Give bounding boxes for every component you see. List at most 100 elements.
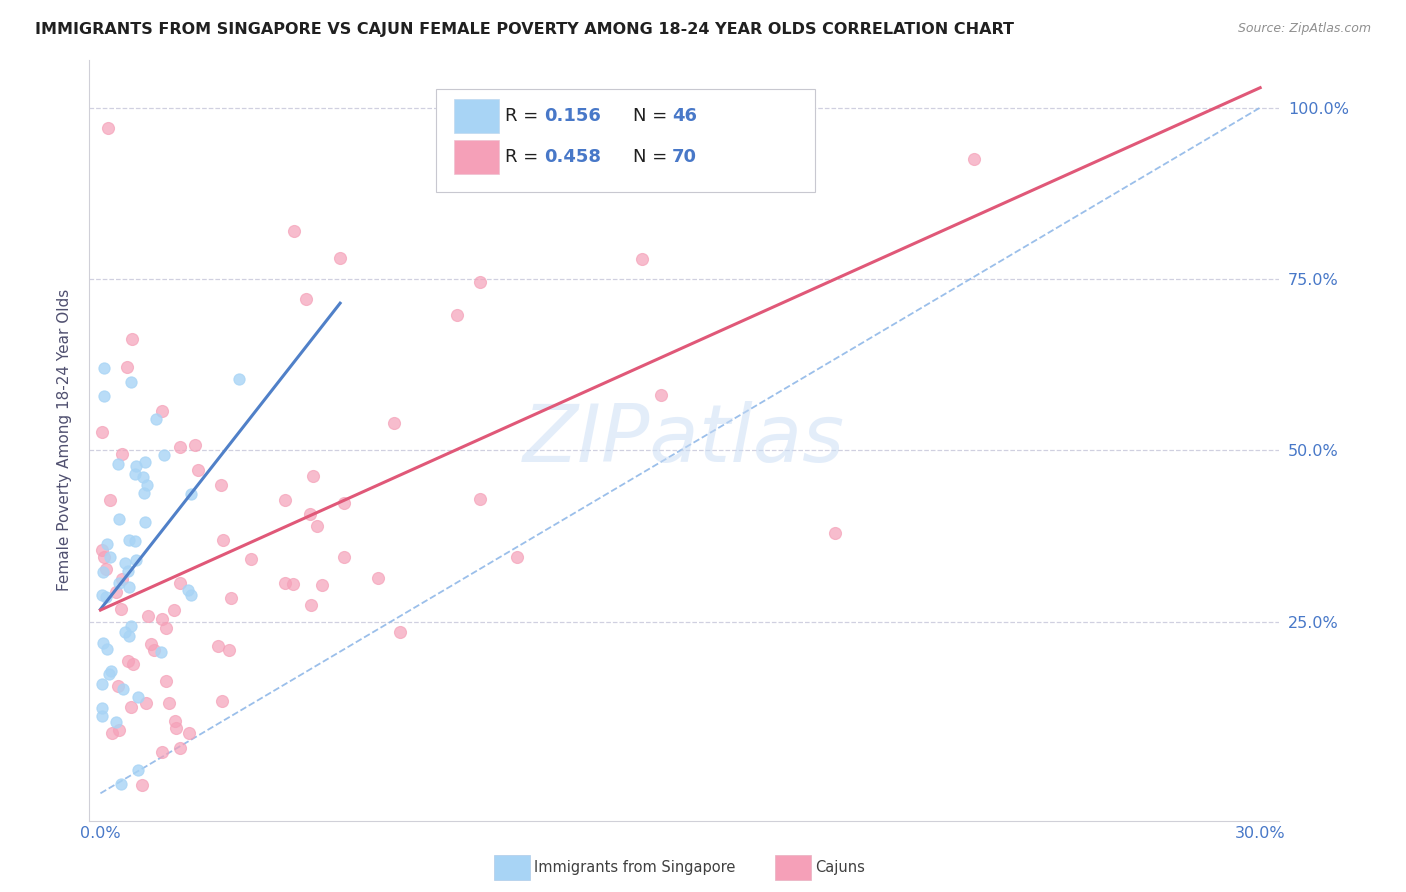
Text: R =: R = <box>505 148 544 166</box>
Point <box>150 745 173 759</box>
Text: ZIPatlas: ZIPatlas <box>523 401 845 479</box>
Point <box>240 552 263 566</box>
Point <box>298 507 321 521</box>
Point <box>93 549 115 564</box>
Point <box>332 496 354 510</box>
Point <box>94 590 117 604</box>
Y-axis label: Female Poverty Among 18-24 Year Olds: Female Poverty Among 18-24 Year Olds <box>58 289 72 591</box>
Point <box>180 487 202 501</box>
Text: Source: ZipAtlas.com: Source: ZipAtlas.com <box>1237 22 1371 36</box>
Point <box>91 425 114 439</box>
Point <box>136 608 159 623</box>
Point <box>114 557 136 571</box>
Point <box>124 533 146 548</box>
Point <box>118 533 141 547</box>
Point <box>824 525 846 540</box>
Point <box>120 375 142 389</box>
Point <box>100 665 122 679</box>
Text: N =: N = <box>633 107 672 125</box>
Point <box>446 308 468 322</box>
Point <box>793 114 815 128</box>
Point <box>132 486 155 500</box>
Point <box>333 550 356 565</box>
Point <box>108 512 131 526</box>
Point <box>165 722 187 736</box>
Point <box>382 416 405 430</box>
Point <box>470 492 492 507</box>
Point <box>98 492 121 507</box>
Point <box>118 629 141 643</box>
Point <box>163 714 186 729</box>
Point <box>162 603 184 617</box>
Point <box>187 463 209 477</box>
Point <box>91 543 114 558</box>
Point <box>93 566 115 580</box>
Point <box>367 571 389 585</box>
Point <box>91 588 114 602</box>
Point <box>125 553 148 567</box>
Point <box>177 582 200 597</box>
Point <box>93 361 115 376</box>
Point <box>105 714 128 729</box>
Point <box>152 448 174 462</box>
Point <box>98 549 121 564</box>
Point <box>150 645 173 659</box>
Text: 0.156: 0.156 <box>544 107 600 125</box>
Point <box>96 537 118 551</box>
Point <box>112 681 135 696</box>
Point <box>124 467 146 481</box>
Point <box>228 372 250 386</box>
Point <box>135 478 157 492</box>
Point <box>134 455 156 469</box>
Text: R =: R = <box>505 107 544 125</box>
Point <box>97 121 120 136</box>
Point <box>117 565 139 579</box>
Point <box>311 578 333 592</box>
Point <box>122 657 145 671</box>
Point <box>183 438 205 452</box>
Point <box>107 457 129 471</box>
Point <box>110 777 132 791</box>
Point <box>145 412 167 426</box>
Point <box>157 696 180 710</box>
Text: IMMIGRANTS FROM SINGAPORE VS CAJUN FEMALE POVERTY AMONG 18-24 YEAR OLDS CORRELAT: IMMIGRANTS FROM SINGAPORE VS CAJUN FEMAL… <box>35 22 1014 37</box>
Point <box>150 404 173 418</box>
Point <box>631 252 654 267</box>
Point <box>299 598 322 612</box>
Point <box>91 700 114 714</box>
Point <box>105 585 128 599</box>
Point <box>169 740 191 755</box>
Text: 0.458: 0.458 <box>544 148 602 166</box>
Point <box>91 677 114 691</box>
Point <box>388 625 411 640</box>
Text: 46: 46 <box>672 107 697 125</box>
Point <box>96 562 118 576</box>
Point <box>963 152 986 166</box>
Point <box>100 726 122 740</box>
Point <box>117 654 139 668</box>
Point <box>305 518 328 533</box>
Point <box>117 360 139 375</box>
Text: 70: 70 <box>672 148 697 166</box>
Point <box>111 572 134 586</box>
Point <box>283 577 305 591</box>
Point <box>302 469 325 483</box>
Point <box>121 332 143 346</box>
Point <box>211 694 233 708</box>
Point <box>127 690 149 705</box>
Point <box>219 591 242 605</box>
Point <box>180 588 202 602</box>
Point <box>274 493 297 508</box>
Point <box>155 621 177 635</box>
Text: Cajuns: Cajuns <box>815 860 865 874</box>
Point <box>150 611 173 625</box>
Point <box>135 696 157 710</box>
Point <box>120 700 142 714</box>
Point <box>97 667 120 681</box>
Point <box>155 673 177 688</box>
Point <box>131 778 153 792</box>
Point <box>177 726 200 740</box>
Text: N =: N = <box>633 148 672 166</box>
Point <box>91 708 114 723</box>
Point <box>111 447 134 461</box>
